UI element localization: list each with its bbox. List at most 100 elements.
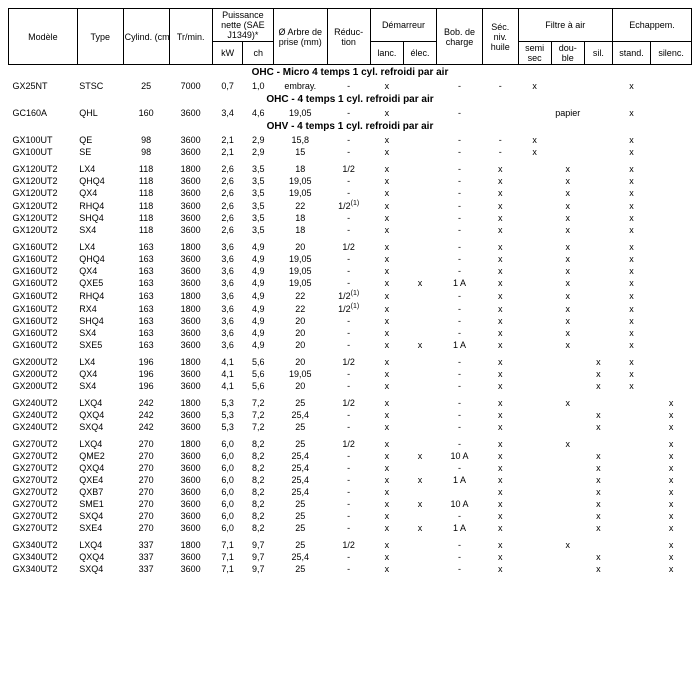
table-row: GX270UT2LXQ427018006,08,2251/2x-xxx	[9, 433, 692, 450]
cell-kw: 3,6	[212, 265, 243, 277]
cell-slc	[651, 315, 692, 327]
cell-type: RHQ4	[77, 199, 123, 212]
h-slc: silenc.	[651, 42, 692, 65]
cell-ch: 5,6	[243, 368, 274, 380]
cell-ch: 1,0	[243, 80, 274, 92]
cell-elec	[403, 134, 436, 146]
cell-ss	[518, 302, 551, 315]
cell-model: GX270UT2	[9, 522, 78, 534]
cell-rpm: 3600	[169, 498, 212, 510]
cell-std	[612, 474, 650, 486]
cell-reduc: 1/2	[327, 433, 370, 450]
cell-db	[551, 486, 584, 498]
cell-model: GX160UT2	[9, 265, 78, 277]
cell-sec: x	[482, 450, 518, 462]
cell-lanc: x	[370, 315, 403, 327]
cell-ch: 3,5	[243, 224, 274, 236]
cell-type: QXQ4	[77, 409, 123, 421]
cell-rpm: 3600	[169, 327, 212, 339]
cell-slc: x	[651, 534, 692, 551]
cell-cyl: 118	[123, 199, 169, 212]
cell-elec	[403, 146, 436, 158]
cell-std: x	[612, 327, 650, 339]
cell-lanc: x	[370, 462, 403, 474]
cell-rpm: 3600	[169, 175, 212, 187]
table-row: GX160UT2QXE516336003,64,919,05-xx1 Axxx	[9, 277, 692, 289]
cell-lanc: x	[370, 450, 403, 462]
table-row: GX120UT2SHQ411836002,63,518-x-xxx	[9, 212, 692, 224]
cell-elec: x	[403, 277, 436, 289]
cell-type: LX4	[77, 158, 123, 175]
cell-std: x	[612, 351, 650, 368]
cell-lanc: x	[370, 534, 403, 551]
cell-model: GX200UT2	[9, 368, 78, 380]
cell-sil: x	[584, 380, 612, 392]
cell-elec	[403, 224, 436, 236]
cell-model: GX160UT2	[9, 315, 78, 327]
table-row: GX340UT2SXQ433736007,19,725-x-xxx	[9, 563, 692, 575]
cell-sec	[482, 107, 518, 119]
cell-bob: -	[437, 351, 483, 368]
cell-slc: x	[651, 486, 692, 498]
cell-type: RX4	[77, 302, 123, 315]
cell-std: x	[612, 380, 650, 392]
cell-arbre: 25,4	[274, 474, 328, 486]
cell-model: GX160UT2	[9, 236, 78, 253]
cell-sil: x	[584, 409, 612, 421]
cell-arbre: 19,05	[274, 368, 328, 380]
cell-sec: x	[482, 351, 518, 368]
cell-elec	[403, 380, 436, 392]
table-row: GX160UT2RX416318003,64,9221/2(1)x-xxx	[9, 302, 692, 315]
cell-kw: 2,6	[212, 212, 243, 224]
cell-elec	[403, 433, 436, 450]
cell-model: GX240UT2	[9, 409, 78, 421]
cell-bob: -	[437, 421, 483, 433]
cell-ch: 8,2	[243, 522, 274, 534]
cell-ch: 4,9	[243, 315, 274, 327]
cell-sec: x	[482, 551, 518, 563]
cell-std: x	[612, 80, 650, 92]
cell-std: x	[612, 175, 650, 187]
cell-elec	[403, 327, 436, 339]
cell-rpm: 1800	[169, 236, 212, 253]
cell-std: x	[612, 277, 650, 289]
cell-rpm: 3600	[169, 551, 212, 563]
cell-ss	[518, 522, 551, 534]
cell-db	[551, 563, 584, 575]
cell-sec: x	[482, 522, 518, 534]
cell-lanc: x	[370, 498, 403, 510]
cell-arbre: 25	[274, 563, 328, 575]
cell-reduc: 1/2	[327, 236, 370, 253]
cell-type: SE	[77, 146, 123, 158]
table-row: GX240UT2LXQ424218005,37,2251/2x-xxx	[9, 392, 692, 409]
cell-sec: -	[482, 80, 518, 92]
cell-bob: 1 A	[437, 339, 483, 351]
cell-db	[551, 462, 584, 474]
cell-bob: -	[437, 80, 483, 92]
cell-ch: 8,2	[243, 433, 274, 450]
cell-db: x	[551, 289, 584, 302]
cell-cyl: 270	[123, 522, 169, 534]
table-row: GX160UT2LX416318003,64,9201/2x-xxx	[9, 236, 692, 253]
cell-ch: 3,5	[243, 212, 274, 224]
table-row: GX120UT2SX411836002,63,518-x-xxx	[9, 224, 692, 236]
cell-lanc: x	[370, 253, 403, 265]
cell-arbre: 22	[274, 289, 328, 302]
cell-sil	[584, 146, 612, 158]
cell-sil: x	[584, 450, 612, 462]
cell-type: QXQ4	[77, 551, 123, 563]
cell-ss: x	[518, 146, 551, 158]
cell-std: x	[612, 158, 650, 175]
cell-cyl: 163	[123, 265, 169, 277]
cell-reduc: 1/2(1)	[327, 199, 370, 212]
cell-bob: -	[437, 253, 483, 265]
cell-model: GX160UT2	[9, 339, 78, 351]
cell-rpm: 3600	[169, 315, 212, 327]
cell-slc	[651, 289, 692, 302]
cell-std	[612, 522, 650, 534]
cell-slc: x	[651, 510, 692, 522]
cell-rpm: 1800	[169, 433, 212, 450]
cell-ss	[518, 486, 551, 498]
cell-arbre: 20	[274, 236, 328, 253]
cell-sec: x	[482, 339, 518, 351]
